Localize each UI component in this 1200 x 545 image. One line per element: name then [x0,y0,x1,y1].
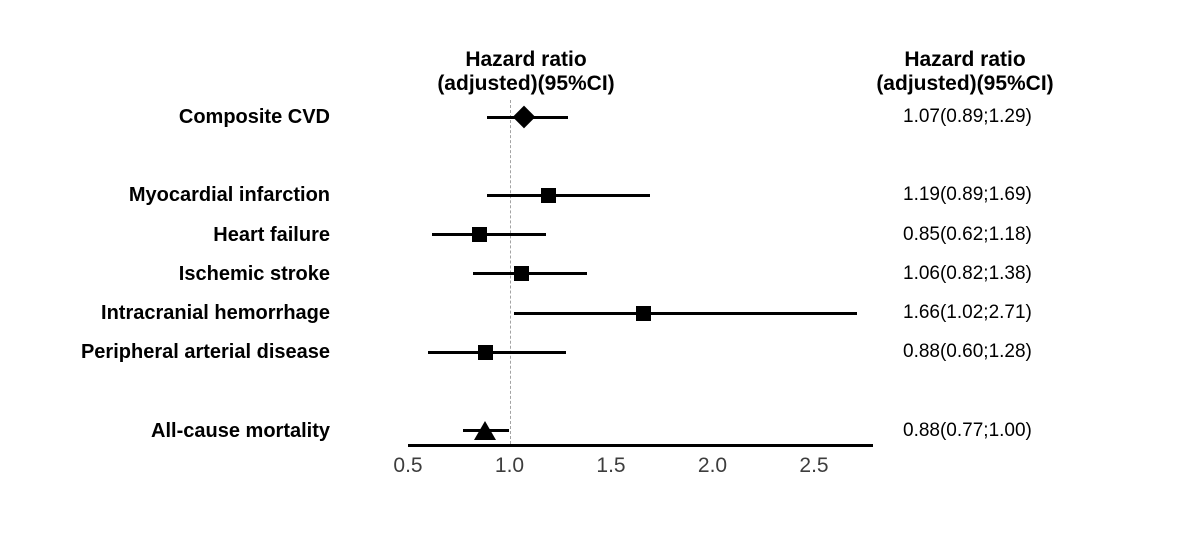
row-label: All-cause mortality [151,419,330,442]
row-label: Peripheral arterial disease [80,341,330,364]
hr-value: 0.85(0.62;1.18) [903,223,1032,245]
ci-line [472,272,587,276]
row-label: Ischemic stroke [178,262,330,285]
value-column-header-line1: Hazard ratio [904,48,1026,71]
square-marker [477,344,493,360]
x-tick-label: 1.0 [494,454,525,477]
diamond-marker [512,105,536,129]
row-label: Intracranial hemorrhage [101,302,330,324]
hr-value: 1.06(0.82;1.38) [903,262,1032,284]
square-marker [514,266,530,282]
hr-value: 1.07(0.89;1.29) [903,106,1032,127]
value-column-header-line2: (adjusted)(95%CI) [876,72,1054,95]
plot-column-header-line1: Hazard ratio [465,48,587,71]
x-tick-label: 2.0 [697,454,728,477]
row-label: Heart failure [213,223,330,246]
plot-column-header-line2: (adjusted)(95%CI) [437,72,615,95]
triangle-marker [474,420,497,440]
hr-value: 0.88(0.60;1.28) [903,341,1032,363]
hr-value: 1.19(0.89;1.69) [903,184,1032,206]
square-marker [471,227,487,243]
row-label: Composite CVD [178,106,330,128]
hr-value: 0.88(0.77;1.00) [903,419,1032,441]
ci-line [513,311,857,315]
x-tick-label: 1.5 [596,454,626,477]
row-label: Myocardial infarction [128,184,330,207]
ci-line [432,233,547,237]
square-marker [540,187,556,203]
value-column-header: Hazard ratio (adjusted)(95%CI) [805,48,1125,96]
ci-line [428,350,567,354]
reference-line [509,100,511,444]
x-axis-line [408,444,873,447]
x-tick-label: 2.5 [799,454,829,477]
ci-line [487,193,650,197]
square-marker [635,305,651,321]
x-tick-label: 0.5 [393,454,423,477]
plot-column-header: Hazard ratio (adjusted)(95%CI) [366,48,686,96]
hr-value: 1.66(1.02;2.71) [903,302,1032,323]
